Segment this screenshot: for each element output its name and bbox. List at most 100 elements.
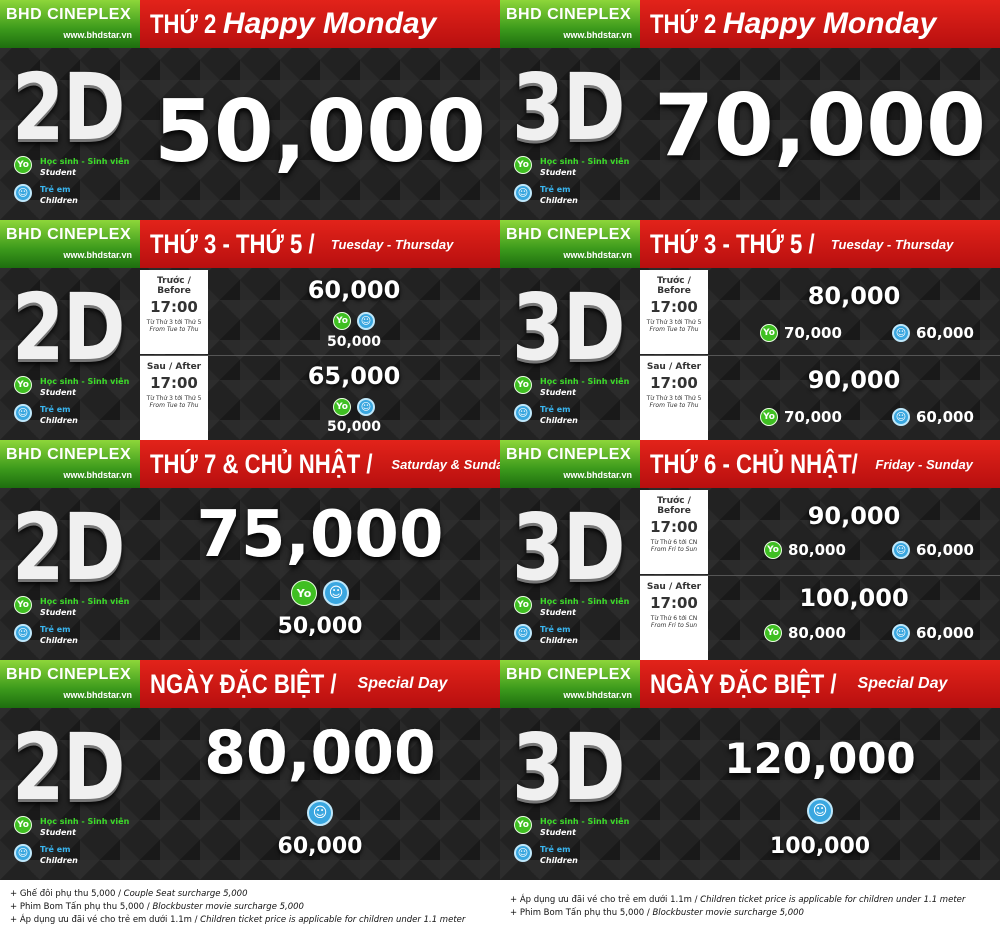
legend-child: ☺ Trẻ em Children [514, 404, 640, 426]
child-face-icon: ☺ [514, 844, 532, 862]
site-url: www.bhdstar.vn [63, 690, 132, 700]
logo-text: BHD CINEPLEX [506, 6, 632, 23]
format-label: 3D [512, 494, 625, 601]
format-label: 3D [512, 714, 625, 821]
legend: Yo Học sinh - Sinh viên Student ☺ Trẻ em C… [514, 816, 640, 872]
time-before-box: Trước / Before 17:00 Từ Thứ 3 tới Thứ 5 … [140, 270, 208, 354]
child-en: Children [540, 196, 578, 205]
discount-icons: Yo ☺ [208, 312, 500, 330]
legend: Yo Học sinh - Sinh viên Student ☺ Trẻ em C… [514, 156, 640, 212]
legend-child: ☺ Trẻ em Children [14, 404, 140, 426]
title-en: Special Day [357, 675, 448, 692]
legend-student: Yo Học sinh - Sinh viên Student [14, 376, 140, 398]
discount-icons: ☺ [640, 798, 1000, 824]
title-en: Happy Monday [222, 7, 437, 40]
after-price: 100,000 [799, 584, 909, 612]
child-face-icon: ☺ [807, 798, 833, 824]
title-en: Tuesday - Thursday [330, 236, 454, 252]
child-face-icon: ☺ [307, 800, 333, 826]
student-en: Student [540, 828, 576, 837]
logo-text: BHD CINEPLEX [506, 226, 632, 243]
before-student-price: Yo 80,000 [764, 541, 846, 559]
panel-special-2d: BHD CINEPLEX www.bhdstar.vn NGÀY ĐẶC BIỆ… [0, 660, 500, 880]
bhd-logo: BHD CINEPLEX www.bhdstar.vn [0, 0, 140, 48]
before-price: 90,000 [807, 502, 901, 530]
logo-text: BHD CINEPLEX [6, 446, 132, 463]
title-vi: THỨ 6 - CHỦ NHẬT/ [650, 448, 858, 479]
student-vi: Học sinh - Sinh viên [40, 597, 130, 606]
student-en: Student [540, 168, 576, 177]
site-url: www.bhdstar.vn [563, 250, 632, 260]
before-label: Trước / Before [157, 276, 191, 296]
child-face-icon: ☺ [14, 404, 32, 422]
title-vi: NGÀY ĐẶC BIỆT / [650, 668, 837, 699]
yo-student-icon: Yo [514, 156, 532, 174]
student-price-value: 80,000 [788, 541, 846, 559]
title-vi: THỨ 3 - THỨ 5 / [650, 228, 815, 259]
discount-icons: Yo ☺ [140, 580, 500, 606]
after-child-price: ☺ 60,000 [892, 624, 974, 642]
after-price: 90,000 [807, 366, 901, 394]
title-en: Saturday & Sunday [391, 456, 500, 472]
column-3d: BHD CINEPLEX www.bhdstar.vn THỨ 2 Happy … [500, 0, 1000, 880]
title-en: Tuesday - Thursday [830, 236, 954, 252]
child-vi: Trẻ em [540, 185, 571, 194]
yo-student-icon: Yo [14, 816, 32, 834]
footer-note: + Phim Bom Tấn phụ thu 5,000 / Blockbust… [10, 902, 304, 912]
before-student-price: Yo 70,000 [760, 324, 842, 342]
bhd-logo: BHD CINEPLEX www.bhdstar.vn [0, 220, 140, 268]
discount-icons: ☺ [140, 800, 500, 826]
student-price-value: 70,000 [784, 408, 842, 426]
panel-monday-2d: BHD CINEPLEX www.bhdstar.vn THỨ 2 Happy … [0, 0, 500, 220]
before-price: 60,000 [307, 276, 401, 304]
time-before-box: Trước / Before 17:00 Từ Thứ 6 tới CN Fro… [640, 490, 708, 574]
bhd-logo: BHD CINEPLEX www.bhdstar.vn [500, 660, 640, 708]
site-url: www.bhdstar.vn [63, 250, 132, 260]
child-face-icon: ☺ [892, 408, 910, 426]
after-label: Sau / After [646, 362, 702, 372]
yo-student-icon: Yo [14, 376, 32, 394]
before-range-en: From Tue to Thu [149, 326, 199, 333]
price-main: 75,000 [196, 498, 444, 572]
child-face-icon: ☺ [14, 624, 32, 642]
site-url: www.bhdstar.vn [563, 30, 632, 40]
site-url: www.bhdstar.vn [563, 690, 632, 700]
student-vi: Học sinh - Sinh viên [540, 377, 630, 386]
panel-fri-sun-3d: BHD CINEPLEX www.bhdstar.vn THỨ 6 - CHỦ … [500, 440, 1000, 660]
yo-student-icon: Yo [760, 324, 778, 342]
time-before-box: Trước / Before 17:00 Từ Thứ 3 tới Thứ 5 … [640, 270, 708, 354]
after-range-vi: Từ Thứ 3 tới Thứ 5 [646, 395, 702, 402]
before-range-vi: Từ Thứ 3 tới Thứ 5 [146, 319, 202, 326]
child-face-icon: ☺ [14, 184, 32, 202]
after-range-en: From Tue to Thu [649, 402, 699, 409]
price-main: 120,000 [724, 734, 916, 783]
bhd-logo: BHD CINEPLEX www.bhdstar.vn [0, 440, 140, 488]
after-price: 65,000 [307, 362, 401, 390]
student-en: Student [40, 168, 76, 177]
child-face-icon: ☺ [892, 541, 910, 559]
legend: Yo Học sinh - Sinh viên Student ☺ Trẻ em C… [14, 376, 140, 432]
student-vi: Học sinh - Sinh viên [540, 157, 630, 166]
discount-price: 60,000 [277, 834, 363, 859]
discount-icons: Yo ☺ [208, 398, 500, 416]
title-bar: NGÀY ĐẶC BIỆT / Special Day [140, 660, 500, 708]
legend-child: ☺ Trẻ em Children [514, 844, 640, 866]
bhd-logo: BHD CINEPLEX www.bhdstar.vn [500, 0, 640, 48]
after-range-vi: Từ Thứ 3 tới Thứ 5 [146, 395, 202, 402]
after-child-price: ☺ 60,000 [892, 408, 974, 426]
student-vi: Học sinh - Sinh viên [40, 817, 130, 826]
format-label: 2D [12, 714, 125, 821]
title-en: Special Day [857, 675, 948, 692]
before-time: 17:00 [650, 298, 698, 316]
before-range-vi: Từ Thứ 3 tới Thứ 5 [646, 319, 702, 326]
child-face-icon: ☺ [357, 312, 375, 330]
time-after-box: Sau / After 17:00 Từ Thứ 6 tới CN From F… [640, 576, 708, 660]
legend: Yo Học sinh - Sinh viên Student ☺ Trẻ em C… [14, 816, 140, 872]
legend: Yo Học sinh - Sinh viên Student ☺ Trẻ em C… [14, 596, 140, 652]
child-face-icon: ☺ [514, 624, 532, 642]
time-after-box: Sau / After 17:00 Từ Thứ 3 tới Thứ 5 Fro… [640, 356, 708, 440]
child-face-icon: ☺ [14, 844, 32, 862]
price-main: 50,000 [154, 82, 486, 182]
after-range-en: From Tue to Thu [149, 402, 199, 409]
site-url: www.bhdstar.vn [63, 470, 132, 480]
